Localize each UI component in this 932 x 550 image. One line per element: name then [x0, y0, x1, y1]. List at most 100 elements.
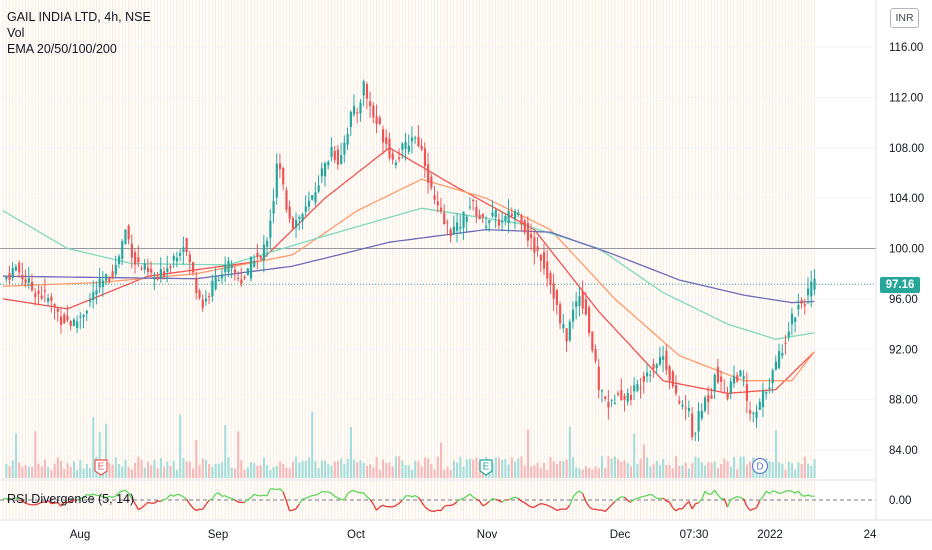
candle-body — [652, 364, 655, 369]
candle-body — [800, 300, 803, 304]
volume-bar — [185, 461, 188, 478]
volume-bar — [588, 467, 591, 478]
rsi-segment — [791, 490, 796, 494]
time-tick-label: Nov — [477, 529, 498, 541]
candle-body — [594, 349, 597, 361]
candle-body — [333, 150, 336, 160]
volume-bar — [732, 457, 736, 478]
volume-bar — [639, 458, 642, 478]
rsi-segment — [585, 501, 590, 508]
candle-body — [124, 229, 127, 244]
volume-bar — [739, 456, 742, 478]
candle-body — [59, 316, 63, 325]
volume-bar — [388, 462, 391, 478]
rsi-segment — [463, 495, 468, 499]
ema-label[interactable]: EMA 20/50/100/200 — [7, 42, 117, 56]
candle-body — [700, 410, 703, 419]
volume-bar — [810, 465, 813, 478]
rsi-segment — [604, 507, 609, 512]
volume-bar — [710, 462, 713, 478]
candle-body — [745, 384, 749, 401]
candle-body — [53, 304, 56, 308]
candle-body — [140, 268, 143, 270]
volume-bar — [462, 466, 465, 478]
volume-bar — [613, 456, 616, 478]
volume-bar — [175, 469, 179, 478]
rsi-segment — [453, 501, 458, 505]
candle-body — [639, 387, 642, 389]
volume-bar — [27, 466, 30, 478]
candle-body — [755, 411, 758, 419]
candle-body — [778, 351, 781, 369]
candle-body — [291, 218, 294, 229]
volume-label[interactable]: Vol — [7, 26, 25, 40]
volume-bar — [150, 465, 153, 478]
rsi-segment — [330, 492, 336, 497]
rsi-segment — [488, 498, 493, 502]
volume-bar — [430, 464, 433, 478]
volume-bar — [66, 463, 69, 478]
candle-body — [208, 296, 211, 298]
candle-body — [501, 221, 504, 223]
candle-body — [468, 206, 472, 208]
rsi-segment — [44, 500, 49, 503]
volume-bar — [407, 465, 410, 478]
rsi-segment — [614, 498, 619, 502]
candle-body — [301, 214, 304, 222]
candle-body — [69, 321, 72, 326]
volume-bar — [362, 462, 365, 478]
volume-bar — [513, 461, 517, 478]
candle-body — [713, 374, 716, 392]
candle-body — [417, 136, 420, 147]
candle-body — [761, 390, 765, 408]
volume-bar — [774, 430, 777, 478]
volume-bar — [50, 469, 53, 478]
volume-bar — [674, 456, 678, 478]
rsi-segment — [611, 501, 616, 506]
rsi-segment — [607, 504, 613, 509]
time-axis: Aug Sep Oct Nov Dec 07:30 2022 24 — [70, 529, 877, 541]
volume-bar — [11, 460, 14, 478]
volume-bar — [79, 459, 82, 478]
candle-body — [262, 244, 266, 261]
candle-body — [604, 396, 607, 399]
rsi-segment — [347, 490, 352, 495]
volume-bar — [568, 426, 571, 478]
volume-bar — [703, 465, 707, 478]
volume-bar — [201, 458, 204, 478]
candle-body — [98, 278, 101, 288]
rsi-segment — [414, 495, 419, 498]
rsi-segment — [759, 496, 764, 502]
volume-bar — [327, 463, 330, 478]
symbol-title[interactable]: GAIL INDIA LTD, 4h, NSE — [7, 10, 151, 24]
candle-body — [668, 366, 671, 381]
last-price-tag: 97.16 — [880, 277, 920, 293]
rsi-segment — [691, 503, 696, 510]
rsi-segment — [775, 490, 780, 495]
candle-body — [79, 316, 82, 318]
rsi-segment — [788, 490, 793, 492]
volume-bar — [307, 457, 311, 478]
volume-bar — [542, 462, 546, 478]
rsi-segment — [495, 498, 500, 502]
volume-bar — [691, 463, 694, 478]
rsi-segment — [186, 498, 191, 505]
rsi-label[interactable]: RSI Divergence (5, 14) — [7, 492, 135, 506]
candle-body — [774, 361, 777, 370]
rsi-segment — [115, 492, 120, 497]
volume-bar — [40, 466, 43, 478]
candle-body — [317, 185, 320, 192]
rsi-segment — [118, 490, 123, 494]
volume-bar — [295, 456, 298, 478]
rsi-segment — [92, 493, 97, 496]
candle-body — [63, 314, 66, 324]
candle-body — [37, 290, 40, 294]
rsi-segment — [546, 504, 551, 508]
volume-bar — [275, 465, 278, 478]
rsi-segment — [778, 492, 783, 495]
volume-bar — [571, 457, 575, 478]
volume-bar — [671, 468, 674, 478]
currency-button[interactable]: INR — [890, 8, 919, 28]
rsi-segment — [334, 495, 339, 499]
